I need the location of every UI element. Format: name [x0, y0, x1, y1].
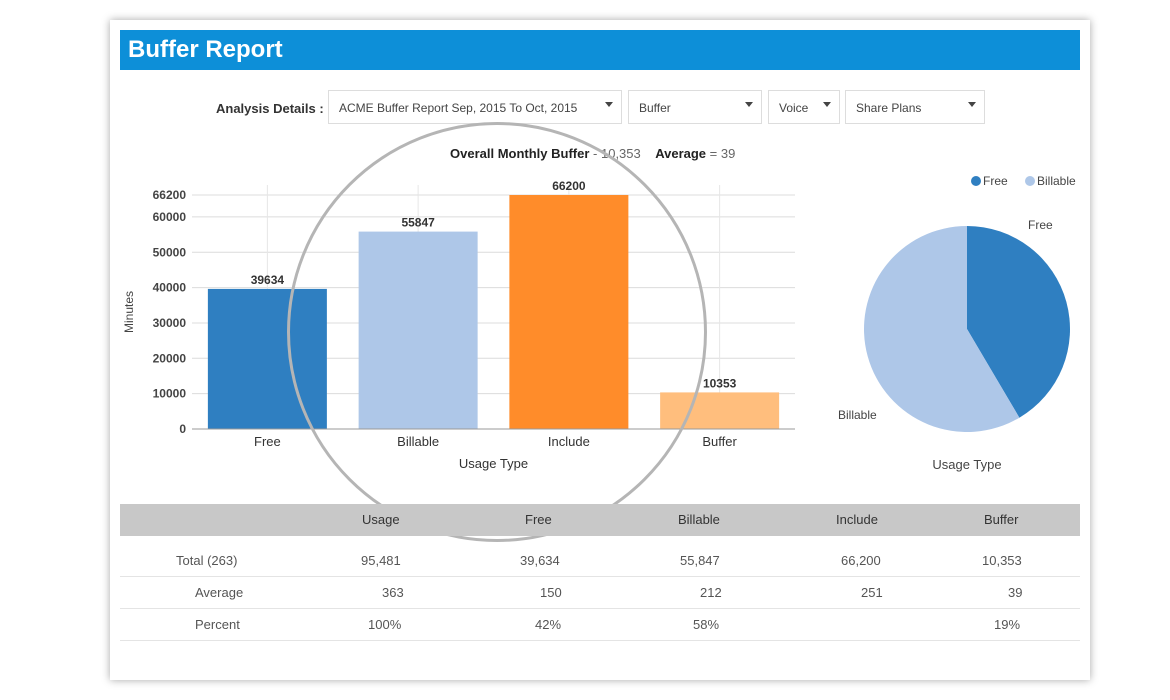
analysis-details-label: Analysis Details : [216, 101, 324, 116]
legend-marker [971, 176, 981, 186]
plan-select[interactable]: Share Plans [845, 90, 985, 124]
table-cell: 55,847 [680, 553, 720, 568]
bar-buffer [660, 392, 780, 429]
chevron-down-icon [968, 102, 976, 107]
summary-average-label: Average [655, 146, 707, 161]
service-select-value: Voice [779, 101, 809, 115]
y-tick-label: 10000 [153, 387, 187, 401]
report-card: Buffer Report Analysis Details : ACME Bu… [110, 20, 1090, 680]
type-select-value: Buffer [639, 101, 671, 115]
summary-sep: = [706, 146, 721, 161]
plan-select-value: Share Plans [856, 101, 922, 115]
data-label: 66200 [552, 179, 586, 193]
y-tick-label: 66200 [153, 188, 187, 202]
table-header-cell: Billable [678, 512, 720, 527]
data-label: 10353 [703, 376, 737, 390]
chevron-down-icon [605, 102, 613, 107]
table-cell: 66,200 [841, 553, 881, 568]
table-cell: 100% [368, 617, 402, 632]
bar-free [207, 288, 327, 429]
page-title: Buffer Report [128, 36, 283, 63]
chevron-down-icon [745, 102, 753, 107]
service-select[interactable]: Voice [768, 90, 840, 124]
pie-label: Free [1028, 218, 1053, 232]
table-cell: Percent [195, 617, 240, 632]
table-row: Percent 100% 42% 58% 19% [120, 608, 1080, 641]
legend-label: Free [983, 174, 1008, 188]
table-cell: 19% [994, 617, 1021, 632]
x-tick-label: Buffer [702, 434, 737, 449]
table-row: Total (263) 95,481 39,634 55,847 66,200 … [120, 544, 1080, 577]
table-cell: 42% [535, 617, 562, 632]
pie-axis-label: Usage Type [932, 457, 1001, 472]
table-cell: 39,634 [520, 553, 560, 568]
charts-area: 0 10000 20000 30000 40000 50000 60000 66200 Minu… [122, 174, 1076, 472]
filter-bar: Analysis Details : ACME Buffer Report Se… [110, 90, 1090, 128]
bar-billable [358, 231, 478, 429]
summary-average-value: 39 [720, 146, 736, 161]
x-tick-label: Include [548, 434, 590, 449]
x-tick-label: Billable [397, 434, 439, 449]
table-cell: 212 [700, 585, 722, 600]
report-header: Buffer Report [120, 30, 1080, 70]
type-select[interactable]: Buffer [628, 90, 762, 124]
table-cell: 363 [382, 585, 404, 600]
table-header-cell: Usage [362, 512, 400, 527]
legend-label: Billable [1037, 174, 1076, 188]
x-axis-label: Usage Type [459, 456, 528, 471]
table-cell: 251 [861, 585, 883, 600]
y-tick-label: 30000 [153, 316, 187, 330]
legend-marker [1025, 176, 1035, 186]
data-label: 39634 [251, 273, 285, 287]
summary-label: Overall Monthly Buffer [450, 146, 590, 161]
table-cell: 10,353 [982, 553, 1022, 568]
summary-sep: - [589, 146, 601, 161]
report-select-value: ACME Buffer Report Sep, 2015 To Oct, 201… [339, 101, 578, 115]
y-tick-label: 0 [179, 422, 186, 436]
table-cell: Average [195, 585, 244, 600]
table-cell: 58% [693, 617, 720, 632]
table-cell: 95,481 [361, 553, 401, 568]
pie-slice-free [967, 226, 1071, 418]
table-cell: Total (263) [176, 553, 238, 568]
table-header: Usage Free Billable Include Buffer [120, 504, 1080, 536]
pie-label: Billable [838, 408, 877, 422]
x-tick-label: Free [254, 434, 281, 449]
y-tick-label: 50000 [153, 245, 187, 259]
bar-include [509, 195, 629, 429]
report-select[interactable]: ACME Buffer Report Sep, 2015 To Oct, 201… [328, 90, 622, 124]
table-header-cell: Include [836, 512, 878, 527]
y-axis-label: Minutes [122, 291, 136, 333]
table-header-cell: Free [525, 512, 552, 527]
pie-slice-billable [864, 226, 1020, 432]
table-cell: 39 [1008, 585, 1023, 600]
y-tick-label: 60000 [153, 210, 187, 224]
table-cell: 150 [540, 585, 562, 600]
summary-value: 10,353 [600, 146, 641, 161]
y-tick-label: 20000 [153, 351, 187, 365]
chevron-down-icon [823, 102, 831, 107]
data-label: 55847 [401, 216, 435, 230]
table-header-cell: Buffer [984, 512, 1019, 527]
chart-summary: Overall Monthly Buffer - 10,353 Average … [450, 146, 735, 161]
table-row: Average 363 150 212 251 39 [120, 576, 1080, 609]
y-tick-label: 40000 [153, 281, 187, 295]
